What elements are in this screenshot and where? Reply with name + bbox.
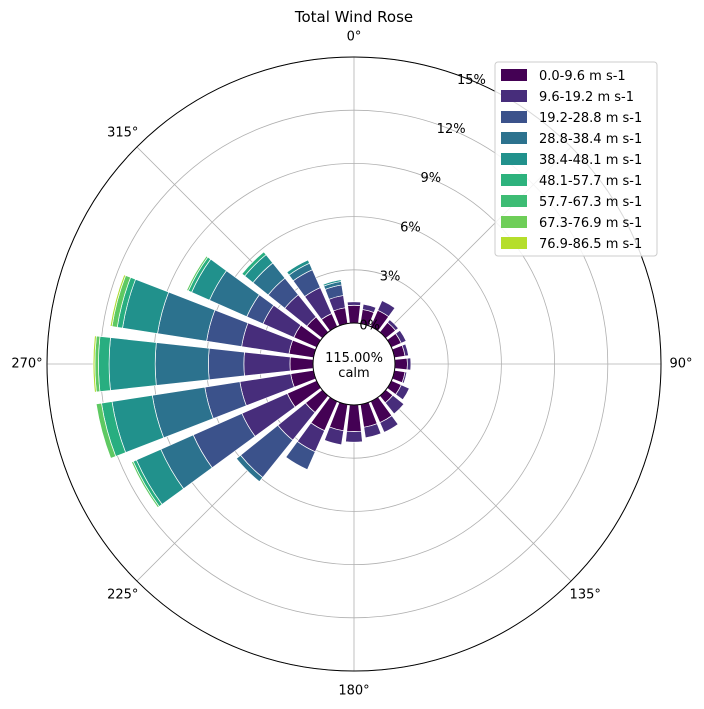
wind-bar-segment (235, 454, 264, 483)
wind-bar-segment (98, 336, 111, 392)
direction-tick-labels: 0° 90° 135° 180° 225° 270° 315° (11, 30, 692, 699)
legend-swatch (501, 111, 527, 123)
radial-tick-label: 15% (457, 73, 486, 88)
legend-swatch (501, 132, 527, 144)
radial-tick-label: 3% (380, 269, 401, 284)
wind-bar-segment (401, 371, 408, 384)
radial-tick-labels: 0% 3% 6% 9% 12% 15% (359, 73, 486, 334)
legend-label: 9.6-19.2 m s-1 (539, 90, 634, 105)
wind-bar-segment (384, 394, 405, 415)
legend: 0.0-9.6 m s-1 9.6-19.2 m s-1 19.2-28.8 m s… (494, 61, 658, 257)
wind-bar-segment (395, 384, 410, 401)
wind-bar-segment (186, 255, 209, 292)
wind-bar-segment (95, 402, 117, 459)
radial-tick-label: 12% (437, 122, 466, 137)
legend-label: 76.9-86.5 m s-1 (539, 237, 642, 252)
wind-bar-segment (406, 357, 412, 371)
direction-tick-label: 315° (107, 125, 138, 140)
wind-bar-segment (346, 301, 362, 306)
wind-bar-segment (386, 319, 399, 332)
wind-bar-segment (322, 279, 342, 287)
wind-bar-segment (285, 440, 316, 471)
legend-swatch (501, 216, 527, 228)
wind-bar-segment (394, 357, 408, 371)
wind-bar-segment (379, 415, 399, 433)
grid-spoke (382, 392, 572, 582)
wind-bar-segment (323, 426, 345, 446)
wind-bar-segment (286, 259, 311, 276)
outer-circle (46, 56, 662, 672)
direction-tick-label: 90° (669, 357, 692, 372)
chart-title: Total Wind Rose (294, 8, 413, 26)
wind-bar-segment (377, 300, 396, 318)
wind-bar-segment (154, 342, 210, 386)
direction-tick-label: 270° (11, 357, 42, 372)
direction-tick-label: 0° (347, 30, 362, 45)
wind-bar-segment (362, 303, 377, 314)
direction-tick-label: 180° (338, 684, 369, 699)
legend-label: 19.2-28.8 m s-1 (539, 111, 642, 126)
wind-bar-segment (92, 335, 97, 393)
legend-label: 38.4-48.1 m s-1 (539, 153, 642, 168)
legend-swatch (501, 237, 527, 249)
wind-bar-segment (289, 356, 314, 372)
calm-circle-group: 115.00%calm (312, 322, 396, 406)
legend-label: 67.3-76.9 m s-1 (539, 216, 642, 231)
legend-label: 57.7-67.3 m s-1 (539, 195, 642, 210)
wind-bar-segment (346, 404, 362, 432)
legend-label: 0.0-9.6 m s-1 (539, 69, 626, 84)
legend-swatch (501, 174, 527, 186)
calm-label: calm (338, 366, 369, 381)
wind-bar-segment (108, 337, 157, 391)
legend-swatch (501, 90, 527, 102)
radial-tick-label: 0% (359, 319, 380, 334)
legend-swatch (501, 69, 527, 81)
legend-swatch (501, 153, 527, 165)
legend-swatch (501, 195, 527, 207)
wind-bar-segment (401, 343, 409, 357)
wind-bar-segment (131, 460, 160, 509)
legend-label: 28.8-38.4 m s-1 (539, 132, 642, 147)
wind-rose-bars (92, 251, 412, 509)
wind-bar-segment (395, 329, 407, 344)
wind-bar-segment (363, 423, 382, 439)
calm-circle (312, 322, 396, 406)
radial-tick-label: 9% (420, 171, 441, 186)
wind-bar-segment (109, 274, 127, 327)
direction-tick-label: 135° (570, 588, 601, 603)
wind-bar-segment (208, 347, 245, 381)
legend-box (494, 61, 658, 257)
calm-label: 115.00% (325, 351, 383, 366)
legend-label: 48.1-57.7 m s-1 (539, 174, 642, 189)
direction-tick-label: 225° (107, 588, 138, 603)
wind-bar-segment (345, 430, 363, 443)
wind-bar-segment (241, 251, 267, 277)
radial-tick-label: 6% (400, 220, 421, 235)
